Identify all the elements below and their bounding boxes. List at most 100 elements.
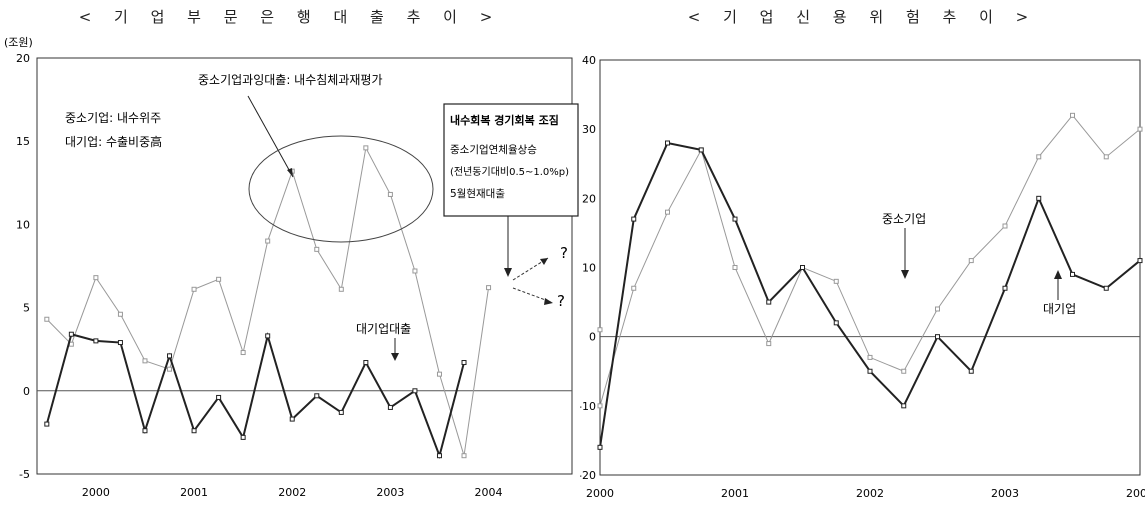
x-tick-label: 2003	[376, 486, 404, 499]
bank-loan-chart: (조원) -5 0 5 10 15 20 2000 2001 2002 2003 2004 중소기…	[4, 36, 579, 499]
series-line	[599, 141, 1141, 448]
annotation-box	[443, 103, 579, 217]
arrowhead-icon	[504, 268, 512, 277]
data-point	[44, 316, 50, 322]
data-point	[216, 276, 222, 282]
data-point	[800, 265, 805, 270]
series-line	[599, 114, 1141, 406]
data-point	[117, 340, 123, 346]
data-point	[216, 394, 222, 400]
data-point	[597, 327, 603, 333]
data-point	[631, 216, 637, 222]
data-point	[289, 416, 295, 422]
annotation-box-line: 중소기업연체율상승	[450, 143, 537, 156]
data-point	[935, 306, 940, 312]
annotation-box-title: 내수회복 경기회복 조짐	[450, 113, 559, 127]
data-point	[1070, 112, 1075, 118]
x-tick-label: 2001	[721, 487, 749, 500]
data-point	[436, 371, 442, 377]
arrowhead-icon	[540, 258, 548, 265]
annotation-arrow	[247, 95, 294, 178]
chart-title: < 기 업 신 용 위 험 추 이 >	[687, 8, 1038, 26]
data-point	[68, 331, 74, 337]
arrowhead-icon	[1054, 270, 1062, 279]
y-tick-label: 15	[16, 135, 30, 148]
y-tick-label: -10	[580, 400, 596, 413]
x-tick-label: 2002	[278, 486, 306, 499]
credit-risk-chart-panel: < 기 업 신 용 위 험 추 이 > -20 -10 0 10 20 30 40 2000…	[580, 0, 1145, 509]
data-point	[1137, 126, 1143, 132]
annotation-sme-focus: 중소기업: 내수위주	[65, 111, 161, 125]
x-tick-label: 2001	[180, 486, 208, 499]
annotation-large-loan: 대기업대출	[356, 322, 411, 336]
data-point	[1137, 258, 1143, 264]
data-point	[732, 265, 738, 270]
data-point	[142, 428, 148, 434]
data-point	[665, 140, 670, 146]
data-point	[387, 404, 393, 410]
data-point	[191, 286, 197, 292]
data-point	[968, 368, 974, 374]
y-tick-label: 0	[23, 385, 30, 398]
data-point	[1103, 285, 1109, 291]
data-point	[901, 403, 907, 409]
data-point	[93, 338, 99, 344]
data-point	[486, 285, 492, 291]
arrowhead-icon	[901, 270, 909, 279]
data-point	[387, 191, 393, 197]
data-point	[167, 353, 173, 359]
data-point	[901, 368, 907, 374]
data-point	[142, 358, 148, 364]
data-point	[867, 354, 873, 360]
data-point	[314, 246, 320, 252]
data-point	[597, 403, 603, 409]
x-tick-label: 2004	[1126, 487, 1145, 500]
data-point	[766, 299, 772, 305]
question-mark: ?	[560, 244, 568, 262]
y-tick-label: -20	[580, 469, 596, 482]
data-point	[1036, 154, 1042, 160]
data-point	[240, 350, 246, 356]
data-point	[665, 209, 670, 215]
data-point	[732, 216, 738, 222]
data-point	[461, 360, 467, 366]
data-point	[167, 366, 173, 372]
legend-label-sme: 중소기업	[882, 212, 926, 226]
y-tick-label: 5	[23, 302, 30, 315]
y-tick-label: 0	[589, 331, 596, 344]
data-point	[766, 341, 772, 347]
data-point	[117, 311, 123, 317]
data-point	[363, 145, 369, 151]
y-tick-label: 30	[582, 123, 596, 136]
chart-title: < 기 업 부 문 은 행 대 출 추 이 >	[78, 8, 502, 26]
plot-frame	[599, 59, 1141, 476]
series-line	[45, 332, 465, 459]
data-point	[240, 434, 246, 440]
data-point	[1070, 271, 1075, 277]
data-point	[338, 409, 344, 415]
data-point	[44, 421, 50, 427]
annotation-sme-overlending: 중소기업과잉대출: 내수침체과재평가	[198, 73, 383, 87]
annotation-large-focus: 대기업: 수출비중高	[65, 134, 162, 149]
credit-risk-chart: -20 -10 0 10 20 30 40 2000 2001 2002 2003 2004 중소기…	[580, 54, 1145, 500]
data-point	[338, 286, 344, 292]
question-mark: ?	[557, 292, 565, 310]
annotation-box-line: (전년동기대비0.5~1.0%p)	[450, 166, 569, 178]
data-point	[935, 334, 940, 340]
data-point	[597, 444, 603, 450]
x-tick-label: 2003	[991, 487, 1019, 500]
data-point	[265, 238, 271, 244]
data-point	[1036, 195, 1042, 201]
data-point	[1002, 285, 1008, 291]
data-point	[968, 258, 974, 264]
data-point	[833, 278, 839, 284]
legend-label-large: 대기업	[1043, 302, 1076, 316]
plot-frame	[36, 57, 573, 475]
y-unit-label: (조원)	[4, 36, 33, 49]
forecast-arrow-up	[512, 257, 549, 281]
data-point	[1103, 154, 1109, 160]
y-tick-label: 20	[16, 52, 30, 65]
arrowhead-icon	[391, 353, 399, 361]
x-tick-label: 2004	[475, 486, 503, 499]
data-point	[1002, 223, 1008, 229]
